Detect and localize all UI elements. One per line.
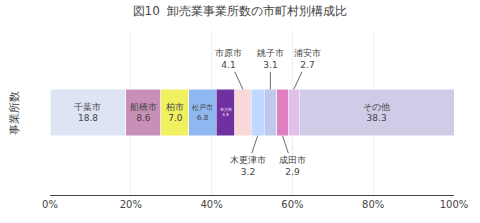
svg-text:浦安市2.7: 浦安市2.7	[294, 48, 321, 70]
svg-text:銚子市3.1: 銚子市3.1	[257, 48, 284, 70]
svg-text:20%: 20%	[120, 199, 142, 210]
svg-text:事業所数: 事業所数	[8, 91, 21, 135]
svg-text:千葉市18.8: 千葉市18.8	[74, 102, 101, 124]
svg-text:80%: 80%	[362, 199, 384, 210]
svg-text:市原市4.1: 市原市4.1	[215, 48, 242, 70]
svg-text:60%: 60%	[281, 199, 303, 210]
svg-text:成田市2.9: 成田市2.9	[279, 155, 306, 177]
svg-text:柏市7.0: 柏市7.0	[165, 102, 184, 124]
svg-text:市川市4.5: 市川市4.5	[220, 107, 232, 117]
svg-text:図10 卸売業事業所数の市町村別構成比: 図10 卸売業事業所数の市町村別構成比	[133, 4, 348, 18]
svg-text:松戸市6.8: 松戸市6.8	[192, 103, 213, 121]
svg-text:木更津市3.2: 木更津市3.2	[230, 155, 266, 177]
svg-text:船橋市8.6: 船橋市8.6	[130, 102, 157, 124]
svg-text:100%: 100%	[440, 199, 469, 210]
svg-text:40%: 40%	[200, 199, 222, 210]
svg-text:0%: 0%	[42, 199, 58, 210]
svg-text:その他38.3: その他38.3	[363, 102, 390, 124]
